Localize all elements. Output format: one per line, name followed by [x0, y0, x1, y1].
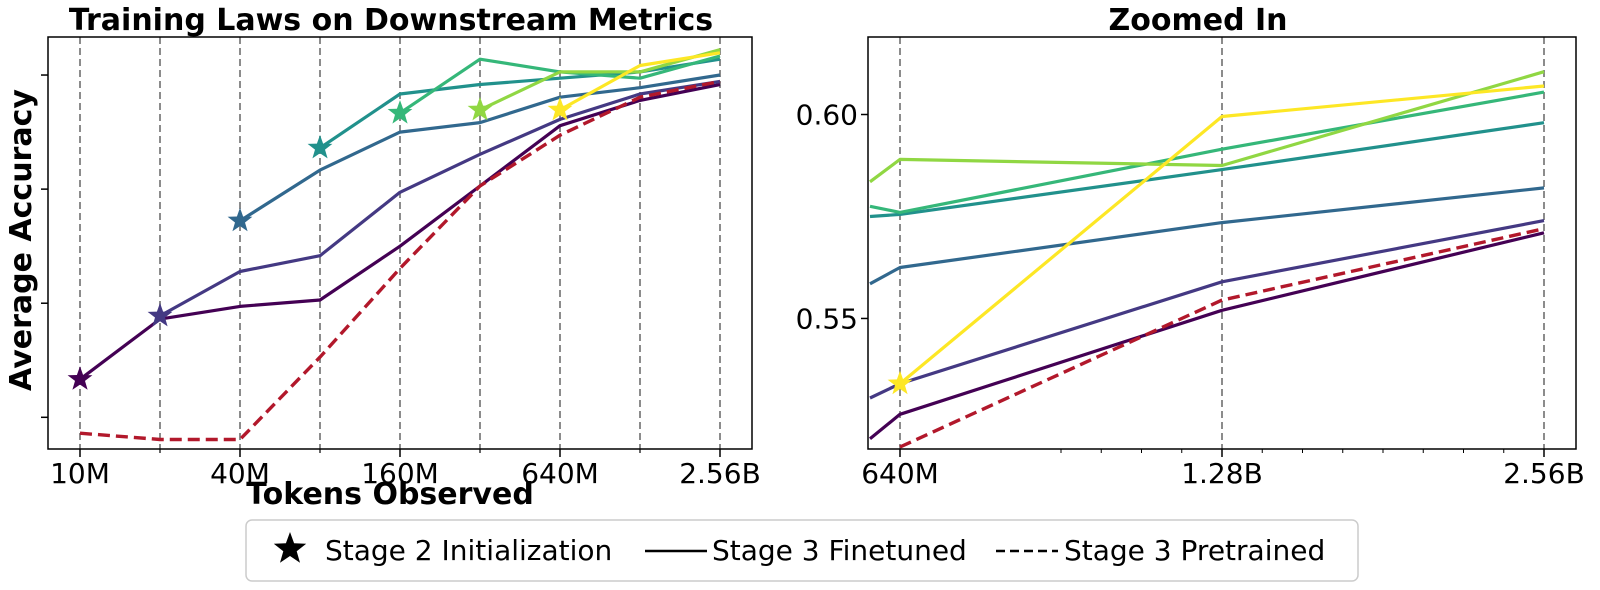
left-chart: 10M 40M 160M 640M 2.56B: [41, 36, 761, 490]
stage2-init-star-marker: [67, 366, 93, 390]
stage2-init-star-marker: [467, 96, 493, 121]
stage2-init-star-marker: [547, 96, 573, 121]
series-line-finetuned: [79, 82, 721, 381]
x-tick-label: 640M: [521, 457, 599, 490]
series-line-finetuned: [159, 79, 721, 318]
series-line-finetuned: [869, 121, 1545, 219]
x-tick-label: 2.56B: [679, 457, 761, 490]
legend-label-stage3-finetuned: Stage 3 Finetuned: [712, 534, 967, 567]
series-line-finetuned: [869, 219, 1545, 400]
x-tick-label: 40M: [210, 457, 270, 490]
x-tick-label: 10M: [50, 457, 110, 490]
legend-star-marker: [273, 532, 307, 563]
stage2-init-star-marker: [387, 100, 413, 124]
series-line-finetuned: [869, 186, 1545, 286]
left-chart-ylabel: Average Accuracy: [4, 89, 39, 391]
x-tick-label: 1.28B: [1181, 457, 1263, 490]
series-line-finetuned: [479, 48, 721, 112]
y-tick-label: 0.60: [796, 99, 858, 132]
x-tick-label: 2.56B: [1503, 457, 1585, 490]
left-chart-xlabel: Tokens Observed: [246, 477, 534, 512]
left-chart-title: Training Laws on Downstream Metrics: [69, 3, 713, 38]
series-line-pretrained: [899, 227, 1545, 449]
series-line-finetuned: [239, 73, 721, 223]
x-tick-label: 160M: [361, 457, 439, 490]
legend-label-stage3-pretrained: Stage 3 Pretrained: [1064, 534, 1325, 567]
stage2-init-star-marker: [227, 207, 253, 232]
y-tick-label: 0.55: [796, 302, 858, 335]
right-chart: 640M 1.28B 2.56B 0.55 0.60: [796, 36, 1585, 490]
series-line-finetuned: [868, 231, 1545, 441]
series-line-finetuned: [869, 90, 1545, 214]
legend-frame: [245, 519, 1359, 582]
series-line-finetuned: [559, 51, 721, 112]
stage2-init-star-marker: [147, 302, 173, 327]
x-tick-label: 640M: [861, 457, 939, 490]
stage2-init-star-marker: [307, 134, 333, 159]
stage2-init-star-marker: [887, 370, 913, 395]
series-line-finetuned: [869, 70, 1545, 184]
series-line-finetuned: [898, 84, 1545, 385]
right-chart-title: Zoomed In: [1108, 3, 1287, 38]
legend: Stage 2 Initialization Stage 3 Finetuned…: [245, 519, 1359, 582]
legend-label-stage2-init: Stage 2 Initialization: [325, 534, 612, 567]
